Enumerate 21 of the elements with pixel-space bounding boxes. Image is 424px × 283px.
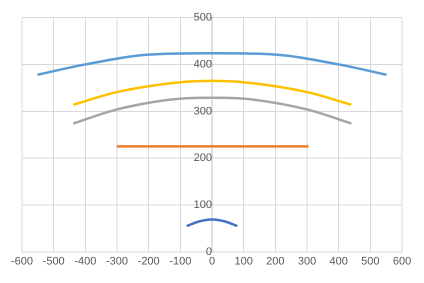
- y-tick-label: 500: [194, 12, 212, 24]
- y-tick-label: 100: [194, 198, 212, 211]
- y-tick-label: 400: [194, 58, 212, 70]
- line-series: [72, 80, 353, 106]
- x-tick-label: -100: [169, 255, 192, 268]
- x-tick-label: 400: [329, 255, 348, 268]
- x-tick-label: 300: [298, 255, 316, 268]
- x-tick-label: 100: [234, 255, 253, 268]
- x-tick-label: 200: [266, 255, 285, 268]
- x-tick-label: 500: [361, 255, 380, 268]
- y-tick-label: 300: [194, 105, 212, 118]
- x-tick-label: -200: [138, 255, 160, 268]
- y-tick-label: 200: [194, 152, 212, 164]
- x-tick-label: -300: [106, 255, 128, 268]
- x-tick-label: 600: [392, 255, 412, 268]
- x-tick-label: -400: [74, 255, 96, 268]
- y-tick-label: 0: [206, 246, 212, 258]
- x-tick-label: -600: [10, 255, 34, 268]
- line-series: [36, 52, 388, 76]
- line-series: [72, 96, 353, 125]
- x-tick-label: -500: [42, 255, 65, 268]
